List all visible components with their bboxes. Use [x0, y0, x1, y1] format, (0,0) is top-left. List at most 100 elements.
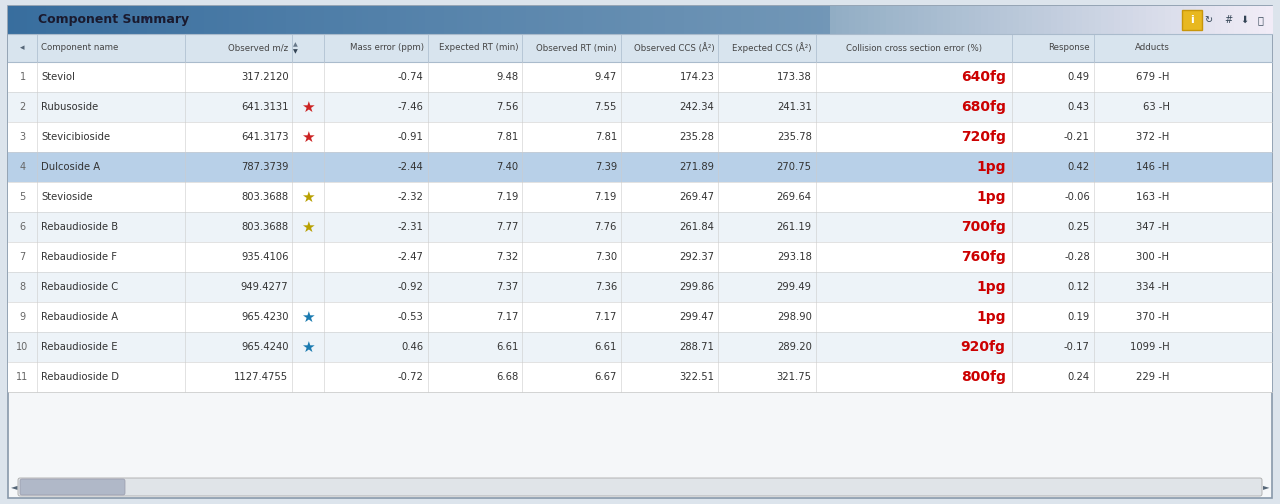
Text: Observed CCS (Å²): Observed CCS (Å²): [634, 43, 714, 53]
Bar: [666, 6, 672, 34]
Text: 270.75: 270.75: [777, 162, 812, 172]
Bar: [836, 6, 842, 34]
Text: 0.12: 0.12: [1068, 282, 1089, 292]
Text: -7.46: -7.46: [398, 102, 424, 112]
Bar: [84, 6, 91, 34]
Text: #: #: [1224, 15, 1233, 25]
Bar: [899, 6, 906, 34]
Bar: [754, 6, 760, 34]
Bar: [646, 6, 653, 34]
Text: 299.47: 299.47: [680, 312, 714, 322]
Bar: [476, 6, 483, 34]
Text: 334 -H: 334 -H: [1137, 282, 1170, 292]
Text: 1pg: 1pg: [977, 280, 1006, 294]
Bar: [1070, 6, 1076, 34]
Text: 2: 2: [19, 102, 26, 112]
Text: ◄: ◄: [10, 482, 17, 491]
Bar: [773, 6, 780, 34]
Text: 7.55: 7.55: [595, 102, 617, 112]
Bar: [861, 6, 868, 34]
Bar: [375, 6, 381, 34]
Bar: [8, 302, 1272, 332]
Text: ★: ★: [301, 340, 315, 354]
Bar: [298, 6, 306, 34]
Bar: [905, 6, 913, 34]
Text: 235.28: 235.28: [680, 132, 714, 142]
Bar: [96, 6, 104, 34]
Text: Rebaudioside D: Rebaudioside D: [41, 372, 119, 382]
Bar: [236, 6, 242, 34]
Text: 640fg: 640fg: [961, 70, 1006, 84]
Bar: [640, 6, 646, 34]
Bar: [349, 6, 356, 34]
Bar: [1076, 6, 1083, 34]
Text: Expected CCS (Å²): Expected CCS (Å²): [732, 42, 812, 53]
Bar: [1208, 6, 1216, 34]
Text: ⬇: ⬇: [1240, 15, 1248, 25]
Bar: [166, 6, 173, 34]
Bar: [709, 6, 717, 34]
Text: 63 -H: 63 -H: [1143, 102, 1170, 112]
Text: 293.18: 293.18: [777, 252, 812, 262]
Text: 300 -H: 300 -H: [1137, 252, 1170, 262]
Text: 0.24: 0.24: [1068, 372, 1089, 382]
Bar: [786, 6, 792, 34]
Text: 1127.4755: 1127.4755: [234, 372, 288, 382]
Bar: [590, 6, 596, 34]
Bar: [1101, 6, 1108, 34]
Bar: [1240, 6, 1247, 34]
Bar: [564, 6, 571, 34]
Text: 0.42: 0.42: [1068, 162, 1089, 172]
FancyBboxPatch shape: [20, 479, 125, 495]
Text: 641.3173: 641.3173: [241, 132, 288, 142]
Text: Response: Response: [1048, 43, 1089, 52]
Bar: [8, 272, 1272, 302]
Bar: [343, 6, 349, 34]
Text: 7.19: 7.19: [497, 192, 518, 202]
Bar: [1012, 6, 1020, 34]
Text: 11: 11: [17, 372, 28, 382]
Text: 679 -H: 679 -H: [1137, 72, 1170, 82]
Text: 720fg: 720fg: [961, 130, 1006, 144]
Bar: [1038, 6, 1044, 34]
Text: 7: 7: [19, 252, 26, 262]
Text: 10: 10: [17, 342, 28, 352]
Bar: [532, 6, 539, 34]
Text: -0.06: -0.06: [1064, 192, 1089, 202]
Text: 269.47: 269.47: [680, 192, 714, 202]
Bar: [722, 6, 730, 34]
Bar: [229, 6, 236, 34]
Bar: [608, 6, 616, 34]
Text: 0.19: 0.19: [1068, 312, 1089, 322]
Bar: [1184, 6, 1190, 34]
Text: 242.34: 242.34: [680, 102, 714, 112]
Bar: [78, 6, 84, 34]
Bar: [248, 6, 255, 34]
Text: 298.90: 298.90: [777, 312, 812, 322]
Bar: [804, 6, 812, 34]
Bar: [8, 242, 1272, 272]
Text: 269.64: 269.64: [777, 192, 812, 202]
Bar: [1171, 6, 1178, 34]
Bar: [8, 152, 1272, 182]
Bar: [8, 182, 1272, 212]
Bar: [539, 6, 545, 34]
Bar: [399, 6, 407, 34]
Text: 174.23: 174.23: [680, 72, 714, 82]
Bar: [186, 6, 192, 34]
Text: 680fg: 680fg: [961, 100, 1006, 114]
Bar: [1146, 6, 1152, 34]
Text: Rebaudioside B: Rebaudioside B: [41, 222, 118, 232]
Text: ↻: ↻: [1204, 15, 1212, 25]
Text: 4: 4: [19, 162, 26, 172]
Bar: [65, 6, 72, 34]
Bar: [90, 6, 97, 34]
Text: 271.89: 271.89: [680, 162, 714, 172]
Bar: [817, 6, 824, 34]
Text: 7.56: 7.56: [497, 102, 518, 112]
Bar: [287, 6, 293, 34]
Bar: [8, 92, 1272, 122]
Text: Observed RT (min): Observed RT (min): [536, 43, 617, 52]
Text: 163 -H: 163 -H: [1137, 192, 1170, 202]
Text: i: i: [1190, 15, 1194, 25]
